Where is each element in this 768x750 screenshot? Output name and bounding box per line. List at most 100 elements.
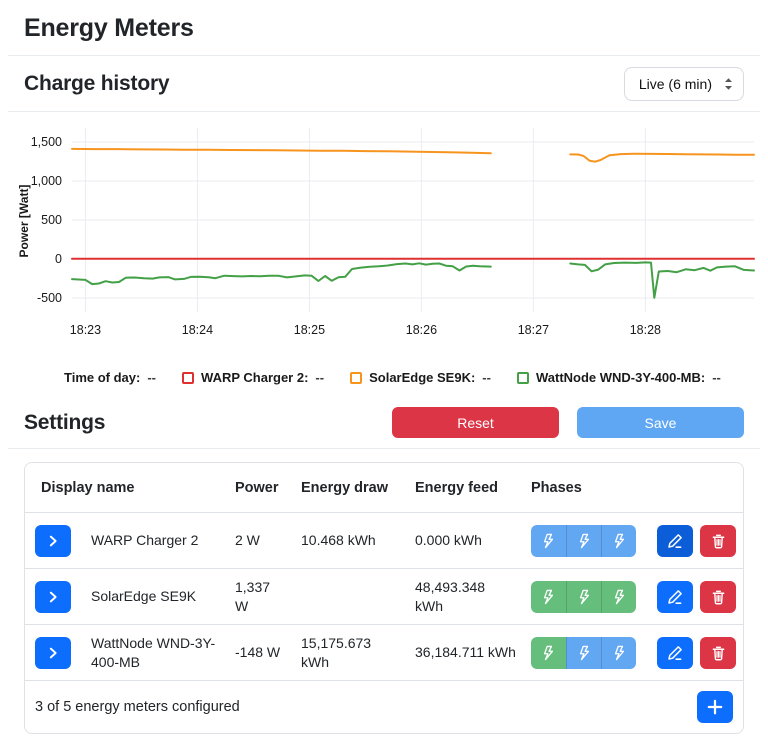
lightning-icon: [614, 533, 624, 548]
table-row: WattNode WND-3Y-400-MB -148 W 15,175.673 k…: [25, 625, 743, 681]
legend-value: --: [315, 370, 325, 385]
meter-energy-draw: 10.468 kWh: [301, 532, 376, 549]
meter-power: 1,337 W: [235, 578, 271, 614]
series-wattnode-wnd-3y-400-mb: [569, 261, 755, 299]
meters-configured-status: 3 of 5 energy meters configured: [35, 699, 240, 715]
history-range-select[interactable]: Live (6 min): [623, 67, 744, 101]
meter-display-name: SolarEdge SE9K: [91, 588, 197, 605]
phase-2-button[interactable]: [566, 636, 601, 669]
legend-value: --: [482, 370, 491, 385]
legend-value: --: [147, 370, 157, 385]
y-tick-label: 1,000: [31, 174, 62, 188]
pencil-icon: [668, 533, 682, 548]
delete-meter-button[interactable]: [700, 636, 736, 669]
chevron-right-icon: [49, 591, 57, 602]
pencil-icon: [668, 589, 682, 604]
lightning-icon: [579, 533, 589, 548]
phase-3-button[interactable]: [601, 636, 636, 669]
phases-group: [531, 636, 636, 669]
table-header-row: Display name Power Energy draw Energy fe…: [25, 463, 743, 513]
col-energy-draw: Energy draw: [301, 479, 389, 496]
add-meter-button[interactable]: [697, 691, 733, 723]
chart-legend: Time of day: -- WARP Charger 2: -- SolarEdge…: [64, 370, 744, 385]
y-tick-label: -500: [37, 291, 62, 305]
x-tick-label: 18:27: [518, 323, 549, 337]
series-solaredge-se9k: [71, 147, 492, 155]
y-tick-label: 1,500: [31, 135, 62, 149]
meter-energy-feed: 36,184.711 kWh: [415, 644, 516, 661]
edit-meter-button[interactable]: [657, 580, 693, 613]
energy-meters-table: Display name Power Energy draw Energy fe…: [24, 462, 744, 734]
x-tick-label: 18:23: [70, 323, 101, 337]
legend-label: WARP Charger 2:: [201, 370, 309, 385]
meter-energy-feed: 48,493.348 kWh: [415, 578, 486, 614]
expand-row-button[interactable]: [35, 580, 71, 613]
col-display-name: Display name: [41, 479, 135, 496]
settings-header: Settings Reset Save: [24, 407, 744, 438]
reset-button[interactable]: Reset: [392, 407, 559, 438]
settings-title: Settings: [24, 410, 106, 434]
y-tick-label: 0: [55, 252, 62, 266]
pencil-icon: [668, 645, 682, 660]
chart-canvas: 1,500 1,000 500 0 -500 18:23 18:24 18:25 18:26 18…: [31, 128, 755, 337]
x-tick-label: 18:24: [182, 323, 213, 337]
save-button[interactable]: Save: [577, 407, 744, 438]
table-row: SolarEdge SE9K 1,337 W 48,493.348 kWh: [25, 569, 743, 625]
delete-meter-button[interactable]: [700, 524, 736, 557]
phase-1-button[interactable]: [531, 580, 566, 613]
meter-power: -148 W: [235, 644, 281, 661]
meter-display-name: WattNode WND-3Y-400-MB: [91, 634, 216, 670]
edit-meter-button[interactable]: [657, 524, 693, 557]
legend-item: WattNode WND-3Y-400-MB: --: [516, 370, 721, 385]
legend-label: Time of day:: [64, 370, 141, 385]
series-wattnode-wnd-3y-400-mb: [71, 262, 492, 286]
delete-meter-button[interactable]: [700, 580, 736, 613]
page-title: Energy Meters: [24, 14, 194, 42]
expand-row-button[interactable]: [35, 636, 71, 669]
table-footer: 3 of 5 energy meters configured: [25, 681, 743, 733]
legend-value: --: [712, 370, 721, 385]
col-phases: Phases: [531, 479, 582, 496]
edit-meter-button[interactable]: [657, 636, 693, 669]
trash-icon: [712, 590, 724, 604]
lightning-icon: [543, 533, 554, 548]
phases-group: [531, 524, 636, 557]
phase-1-button[interactable]: [531, 524, 566, 557]
legend-item: WARP Charger 2: --: [182, 370, 324, 385]
meter-energy-feed: 0.000 kWh: [415, 532, 482, 549]
plus-icon: [707, 699, 723, 715]
legend-item: SolarEdge SE9K: --: [350, 370, 491, 385]
history-range-value: Live (6 min): [638, 76, 712, 92]
y-tick-label: 500: [41, 213, 62, 227]
phase-3-button[interactable]: [601, 524, 636, 557]
table-row: WARP Charger 2 2 W 10.468 kWh 0.000 kWh: [25, 513, 743, 569]
lightning-icon: [614, 589, 624, 604]
phase-2-button[interactable]: [566, 524, 601, 557]
phase-2-button[interactable]: [566, 580, 601, 613]
legend-label: WattNode WND-3Y-400-MB:: [535, 370, 706, 385]
col-energy-feed: Energy feed: [415, 479, 498, 496]
phase-1-button[interactable]: [531, 636, 566, 669]
col-power: Power: [235, 479, 279, 496]
legend-item: Time of day: --: [64, 370, 156, 385]
lightning-icon: [543, 589, 554, 604]
legend-swatch-icon: [350, 371, 363, 384]
legend-swatch-icon: [516, 371, 529, 384]
lightning-icon: [614, 645, 624, 660]
chevron-right-icon: [49, 647, 57, 658]
trash-icon: [712, 534, 724, 548]
chevron-right-icon: [49, 535, 57, 546]
phases-group: [531, 580, 636, 613]
meter-power: 2 W: [235, 532, 260, 549]
y-axis-title: Power [Watt]: [17, 184, 31, 258]
expand-row-button[interactable]: [35, 524, 71, 557]
series-solaredge-se9k: [569, 152, 755, 163]
meter-display-name: WARP Charger 2: [91, 532, 199, 549]
phase-3-button[interactable]: [601, 580, 636, 613]
x-tick-label: 18:26: [406, 323, 437, 337]
charge-history-chart: Power [Watt] 1,500 1,000 500 0 -500 18:23 18:2…: [6, 114, 762, 366]
x-tick-label: 18:25: [294, 323, 325, 337]
trash-icon: [712, 646, 724, 660]
charge-history-header: Charge history Live (6 min): [24, 67, 744, 101]
select-arrows-icon: [725, 78, 732, 90]
